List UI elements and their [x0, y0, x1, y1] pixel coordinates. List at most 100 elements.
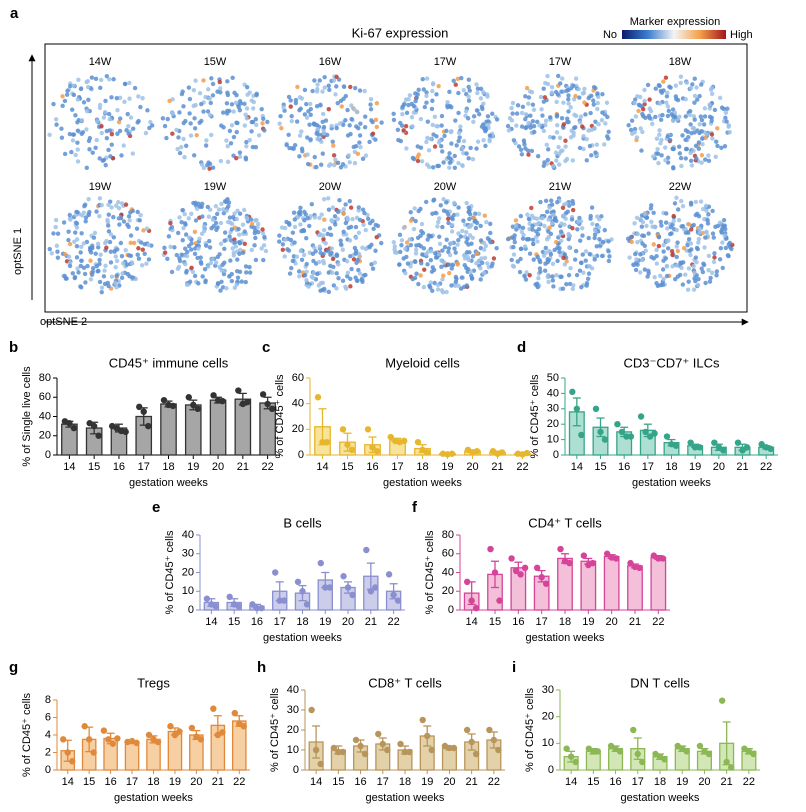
tsne-dot	[209, 76, 214, 81]
tsne-dot	[571, 207, 576, 213]
tsne-dot	[292, 217, 298, 222]
tsne-dot	[181, 136, 186, 142]
tsne-dot	[202, 267, 208, 272]
data-point	[294, 578, 302, 586]
tsne-dot	[201, 165, 207, 171]
tsne-dot	[428, 136, 433, 142]
tsne-dot	[651, 210, 656, 216]
tsne-dot	[637, 103, 643, 108]
tsne-dot	[172, 245, 177, 250]
tsne-dot	[176, 264, 182, 270]
tsne-dot	[430, 288, 435, 293]
tsne-dot	[675, 97, 681, 103]
tsne-dot	[715, 143, 720, 149]
tsne-dot	[106, 283, 111, 289]
tsne-dot	[424, 93, 429, 99]
tsne-dot	[451, 78, 456, 84]
tsne-dot	[61, 220, 67, 225]
tsne-dot	[538, 94, 544, 100]
tsne-dot	[466, 156, 471, 161]
tsne-dot	[233, 100, 239, 105]
x-tick-label: 15	[341, 461, 353, 473]
tsne-dot	[723, 115, 728, 121]
tsne-dot	[535, 284, 540, 290]
tsne-dot	[465, 236, 470, 241]
tsne-dot	[229, 227, 235, 232]
tsne-dot	[705, 218, 710, 223]
tsne-dot	[464, 250, 470, 255]
data-point	[696, 444, 703, 451]
tsne-dot	[298, 248, 303, 254]
data-point	[317, 559, 324, 567]
tsne-dot	[218, 86, 223, 91]
tsne-dot	[201, 224, 207, 229]
data-point	[589, 559, 597, 567]
tsne-dot	[692, 76, 697, 81]
tsne-dot	[606, 258, 612, 264]
tsne-dot	[346, 153, 351, 158]
data-point	[344, 584, 352, 591]
tsne-dot	[304, 269, 309, 274]
tsne-dot	[416, 208, 421, 214]
tsne-dot	[446, 262, 452, 267]
data-point	[758, 441, 765, 448]
tsne-dot	[553, 239, 559, 245]
data-point	[390, 591, 397, 599]
tsne-dot	[509, 105, 514, 111]
tsne-dot	[305, 135, 310, 140]
x-tick-label: 18	[416, 461, 428, 473]
x-tick-label: 18	[665, 461, 677, 473]
tsne-dot	[671, 165, 676, 170]
tsne-dot	[289, 118, 294, 124]
tsne-dot	[453, 283, 458, 289]
data-point	[687, 439, 694, 446]
x-tick-label: 17	[391, 461, 403, 473]
tsne-dot	[369, 242, 374, 248]
tsne-dot	[551, 284, 556, 289]
tsne-dot	[582, 100, 587, 105]
tsne-dot	[235, 257, 240, 262]
tsne-dot	[123, 202, 129, 207]
tsne-dot	[326, 83, 331, 88]
tsne-dot	[603, 121, 608, 126]
tsne-dot	[224, 208, 229, 213]
tsne-dot	[277, 233, 282, 238]
tsne-dot	[62, 98, 68, 104]
data-point	[636, 564, 643, 572]
tsne-dot	[581, 270, 586, 275]
tsne-dot	[408, 210, 413, 215]
tsne-dot	[106, 212, 111, 217]
tsne-dot	[606, 239, 611, 244]
x-tick-label: 17	[377, 776, 389, 788]
tsne-dot	[162, 250, 168, 255]
tsne-dot	[439, 113, 445, 119]
tsne-dot	[542, 223, 547, 229]
tsne-dot	[511, 252, 517, 257]
tsne-dot	[191, 103, 196, 109]
tsne-dot	[240, 222, 246, 227]
tsne-dot	[322, 75, 327, 80]
tsne-dot	[679, 163, 684, 169]
tsne-dot	[187, 96, 193, 102]
tsne-dot	[655, 146, 660, 152]
tsne-dot	[188, 133, 194, 138]
tsne-dot	[602, 142, 607, 147]
tsne-dot	[326, 289, 332, 295]
panel-letter: e	[152, 499, 160, 516]
data-point	[705, 750, 713, 758]
tsne-dot	[114, 258, 120, 264]
tsne-dot	[580, 233, 585, 238]
tsne-dot	[253, 257, 259, 263]
x-tick-label: 21	[629, 616, 641, 628]
tsne-dot	[702, 245, 707, 250]
tsne-dot	[237, 232, 242, 237]
tsne-dot	[213, 220, 219, 226]
tsne-dot	[107, 239, 113, 245]
tsne-dot	[186, 243, 192, 249]
tsne-dot	[428, 257, 434, 263]
tsne-dot	[701, 261, 706, 266]
tsne-dot	[221, 207, 226, 212]
tsne-dot	[108, 154, 113, 159]
tsne-dot	[647, 97, 652, 102]
bar	[234, 398, 252, 456]
